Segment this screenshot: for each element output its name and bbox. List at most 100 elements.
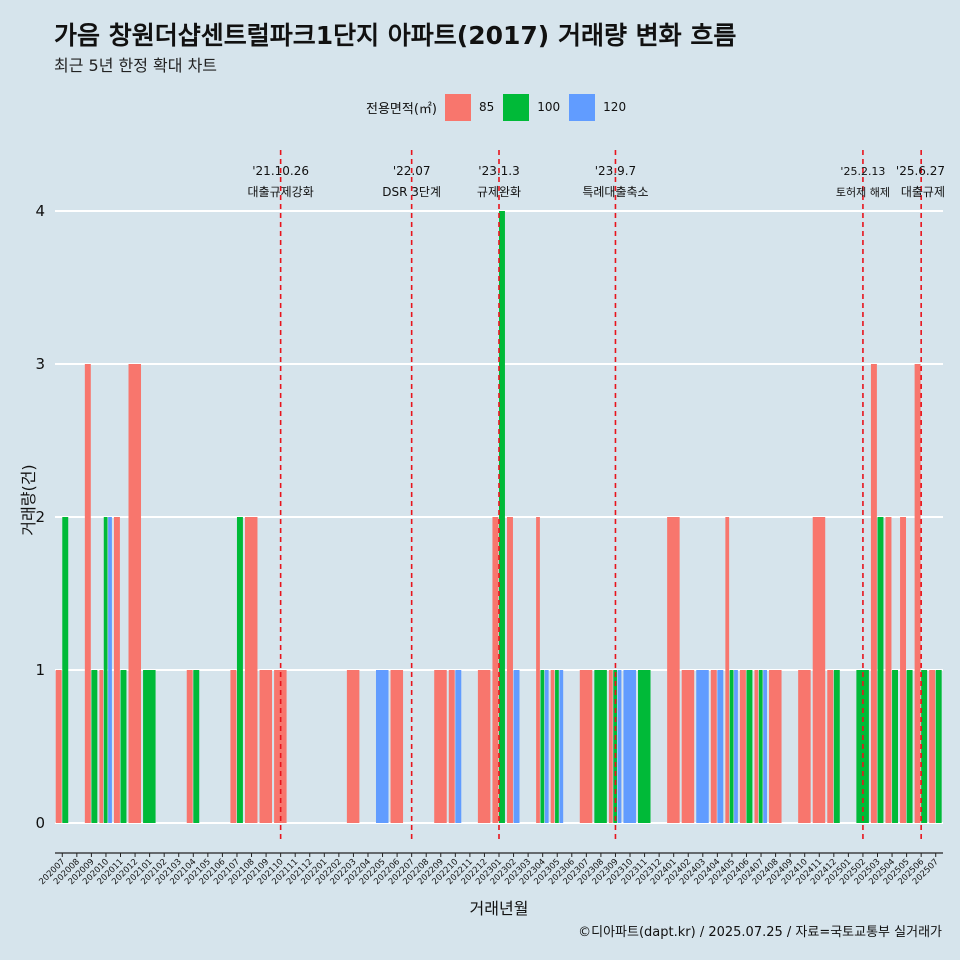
bar-202109-85 [259, 670, 273, 823]
bar-202104-100 [193, 670, 200, 823]
chart-title: 가음 창원더샵센트럴파크1단지 아파트(2017) 거래량 변화 흐름 [54, 21, 737, 50]
bar-202405-120 [734, 670, 738, 823]
bar-202009-100 [91, 670, 98, 823]
event-label: 규제완화 [477, 185, 521, 199]
legend-label-100: 100 [537, 100, 561, 114]
event-markers: '21.10.26 대출규제강화 '22.07 DSR 3단계 '23.1.3 규제완화 '… [248, 150, 945, 843]
legend-item-85: 85 [444, 93, 495, 121]
bar-202504-100 [892, 670, 898, 823]
bar-202412-85 [827, 670, 834, 823]
bar-202307-85 [579, 670, 593, 823]
bar-202210-120 [455, 670, 462, 823]
event-date-label: '25.2.13 [840, 165, 885, 178]
bar-202310-120 [623, 670, 636, 823]
event-label: DSR 3단계 [382, 185, 441, 199]
bar-202507-100 [935, 670, 942, 823]
bar-202007-85 [55, 670, 62, 823]
bar-202311-100 [638, 670, 651, 823]
bar-202104-85 [186, 670, 193, 823]
bar-202404-120 [717, 670, 724, 823]
legend-item-100: 100 [503, 93, 561, 121]
bars [55, 211, 942, 823]
bar-202405-100 [729, 670, 734, 823]
y-tick-label: 3 [35, 355, 45, 373]
bar-202406-100 [746, 670, 753, 823]
bar-202410-85 [798, 670, 811, 823]
event-date-label: '23.9.7 [595, 164, 636, 178]
legend: 전용면적(㎡) 85 100 120 [366, 93, 635, 121]
bar-202407-120 [763, 670, 767, 823]
bar-202210-85 [448, 670, 455, 823]
event-date-label: '22.07 [393, 164, 431, 178]
y-tick-label: 1 [35, 661, 45, 679]
x-axis-title: 거래년월 [470, 899, 529, 918]
bar-202009-85 [84, 364, 91, 823]
bar-202010-85 [99, 670, 104, 823]
bar-202203-85 [346, 670, 360, 823]
bar-202010-100 [103, 517, 108, 823]
bar-202406-85 [739, 670, 746, 823]
chart-subtitle: 최근 5년 한정 확대 차트 [54, 56, 218, 75]
legend-label-120: 120 [603, 100, 627, 114]
bar-202304-100 [540, 670, 545, 823]
bar-202507-85 [929, 670, 936, 823]
bar-202402-85 [681, 670, 695, 823]
bar-202404-85 [710, 670, 717, 823]
legend-swatch-120 [569, 93, 596, 121]
bar-202108-85 [244, 517, 258, 823]
bar-202505-100 [906, 670, 913, 823]
event-label: 토허제 해제 [836, 185, 890, 199]
bar-202302-85 [507, 517, 513, 823]
y-tick-label: 4 [35, 202, 45, 220]
bar-202011-100 [120, 670, 127, 823]
bar-202012-85 [128, 364, 142, 823]
event-date-label: '23.1.3 [478, 164, 519, 178]
bar-202305-100 [555, 670, 559, 823]
bar-202504-85 [885, 517, 892, 823]
y-tick-label: 2 [35, 508, 45, 526]
bar-202010-120 [108, 517, 112, 823]
legend-item-120: 120 [569, 93, 627, 121]
bar-202301-100 [499, 211, 505, 823]
bar-202209-85 [434, 670, 447, 823]
bar-202407-100 [758, 670, 763, 823]
chart-caption: ©디아파트(dapt.kr) / 2025.07.25 / 자료=국토교통부 실… [578, 925, 942, 940]
bar-202401-85 [667, 517, 680, 823]
legend-label-85: 85 [478, 100, 495, 114]
bar-202407-85 [754, 670, 759, 823]
legend-swatch-85 [444, 93, 471, 121]
bar-202107-85 [230, 670, 237, 823]
bar-202411-85 [812, 517, 826, 823]
bar-202412-100 [833, 670, 840, 823]
bar-202107-100 [236, 517, 243, 823]
y-tick-label: 0 [35, 814, 45, 832]
bar-202007-100 [62, 517, 69, 823]
event-date-label: '21.10.26 [252, 164, 309, 178]
bar-202408-85 [769, 670, 782, 823]
bar-202212-85 [477, 670, 491, 823]
bar-202206-85 [390, 670, 404, 823]
bar-202308-100 [594, 670, 607, 823]
bar-202302-120 [513, 670, 520, 823]
bar-202506-100 [921, 670, 928, 823]
bar-202309-85 [608, 670, 613, 823]
event-label: 대출규제강화 [248, 185, 314, 199]
y-axis-title: 거래량(건) [19, 464, 38, 535]
bar-202205-120 [375, 670, 389, 823]
legend-title: 전용면적(㎡) [366, 101, 437, 117]
bar-202011-85 [113, 517, 120, 823]
event-label: 대출규제 [901, 185, 945, 199]
bar-202503-85 [870, 364, 877, 823]
legend-swatch-100 [503, 93, 530, 121]
bar-202101-100 [143, 670, 156, 823]
bar-202304-120 [544, 670, 549, 823]
event-label: 특례대출축소 [582, 185, 648, 199]
event-date-label: '25.6.27 [896, 164, 945, 178]
bar-202503-100 [877, 517, 884, 823]
bar-202309-120 [617, 670, 622, 823]
bar-202305-120 [559, 670, 564, 823]
bar-202505-85 [900, 517, 907, 823]
bar-202305-85 [550, 670, 555, 823]
